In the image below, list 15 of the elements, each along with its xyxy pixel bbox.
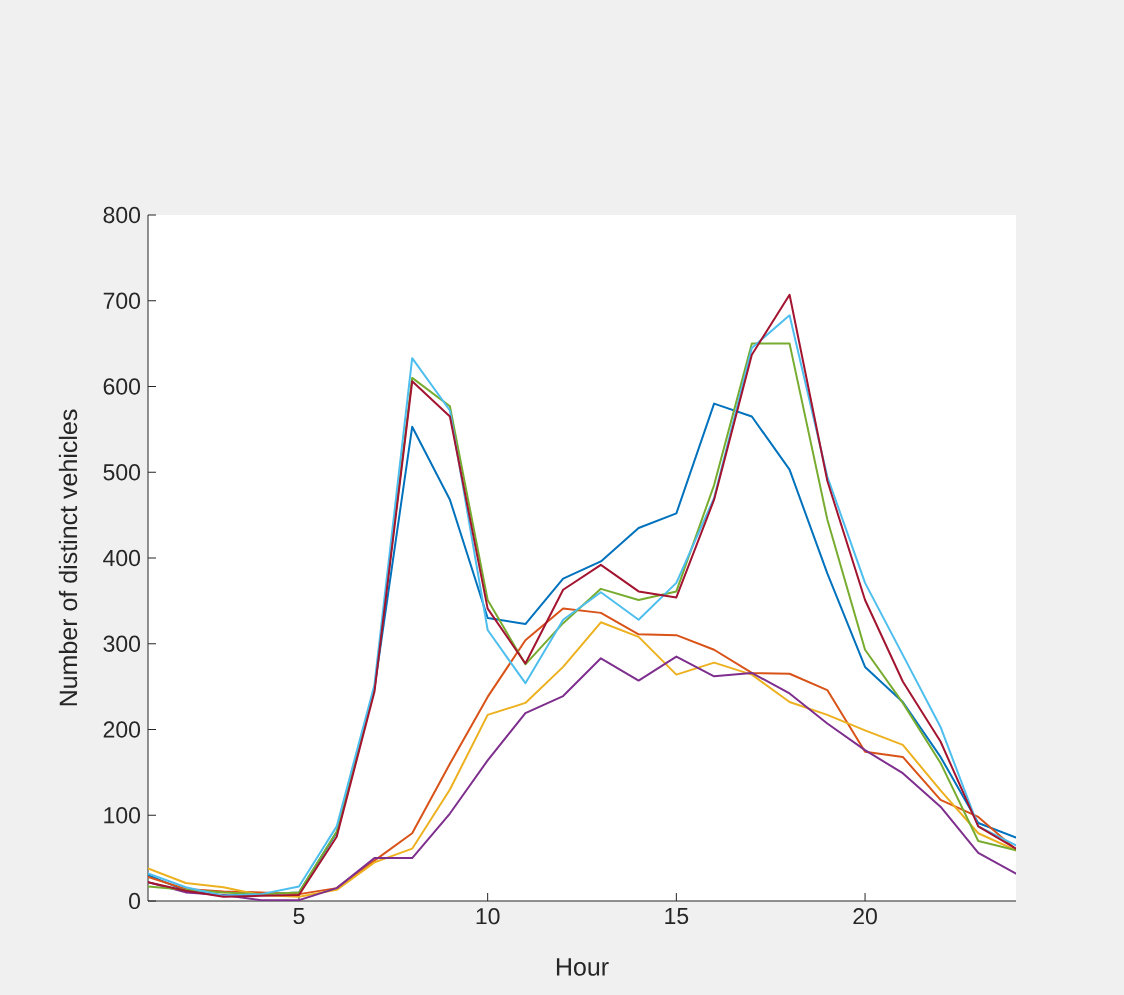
x-axis-title: Hour (556, 958, 609, 976)
y-tick-label: 100 (104, 807, 141, 824)
x-tick-label: 20 (853, 908, 877, 925)
y-tick-label: 500 (103, 464, 141, 481)
y-axis-title: Number of distinct vehicles (58, 409, 78, 706)
y-tick-label: 300 (103, 635, 141, 652)
y-tick-label: 400 (103, 549, 141, 567)
y-tick-label: 0 (129, 892, 141, 910)
y-tick-label: 800 (103, 206, 141, 224)
y-tick-label: 700 (103, 292, 141, 309)
y-tick-label: 600 (103, 378, 141, 395)
x-tick-label: 5 (293, 908, 305, 925)
x-tick-label: 10 (476, 908, 500, 925)
x-tick-label: 15 (665, 908, 689, 925)
y-tick-label: 200 (103, 721, 141, 738)
